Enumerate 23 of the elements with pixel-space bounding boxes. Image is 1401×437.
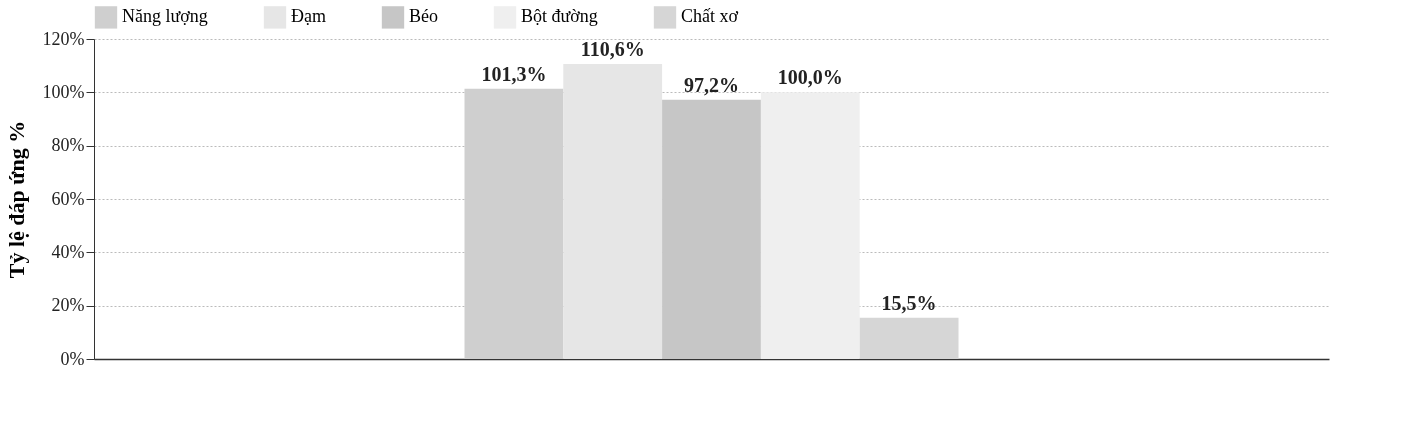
data-label: 15,5% (881, 291, 937, 314)
legend-label: Béo (409, 6, 438, 27)
bar (760, 92, 860, 359)
data-label: 101,3% (481, 62, 547, 85)
data-label: 110,6% (580, 38, 645, 61)
bar (859, 317, 959, 359)
data-label: 97,2% (684, 73, 739, 96)
y-tick-label: 60% (51, 188, 85, 209)
y-tick-label: 40% (51, 241, 85, 262)
y-tick-label: 0% (60, 348, 85, 369)
data-label: 100,0% (777, 66, 843, 89)
y-tick-label: 80% (51, 135, 85, 156)
y-tick-label: 120% (42, 28, 85, 49)
legend-label: Chất xơ (681, 6, 739, 27)
legend-label: Năng lượng (122, 6, 208, 27)
y-axis-title: Tỷ lệ đáp ứng % (3, 120, 29, 279)
legend-label: Đạm (291, 6, 326, 27)
bar (464, 88, 564, 359)
legend-label: Bột đường (521, 6, 598, 27)
bar (662, 99, 761, 359)
y-tick-label: 100% (42, 81, 85, 102)
bar (563, 64, 663, 359)
y-tick-label: 20% (51, 295, 85, 316)
